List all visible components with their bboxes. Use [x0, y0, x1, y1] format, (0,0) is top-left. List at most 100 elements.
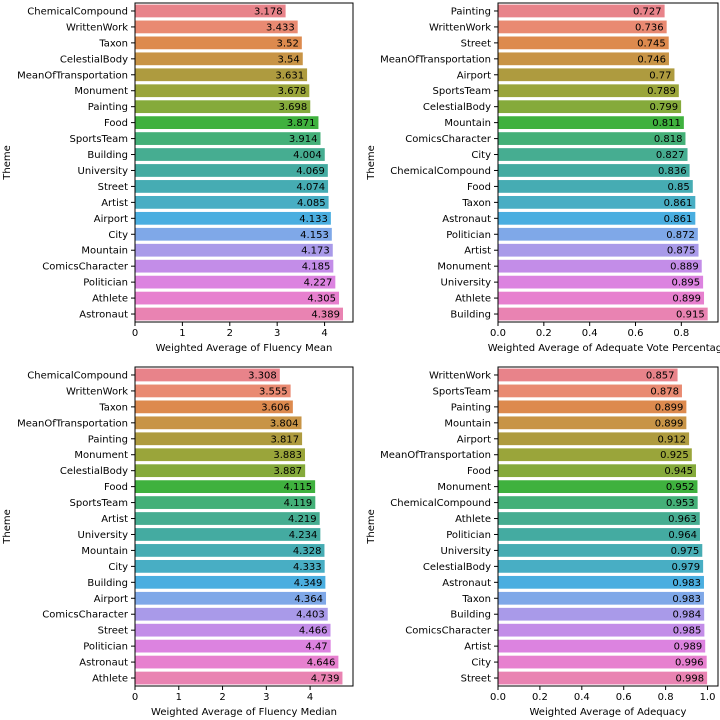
y-tick-label: University — [78, 166, 129, 177]
x-axis-title: Weighted Average of Fluency Median — [151, 707, 337, 718]
bar — [135, 20, 298, 34]
y-tick-label: University — [441, 546, 492, 557]
y-tick-label: Astronaut — [79, 310, 128, 321]
y-tick-label: Street — [461, 38, 491, 49]
x-tick-label: 1.0 — [700, 692, 716, 703]
y-tick-label: WrittenWork — [429, 22, 491, 33]
data-label: 0.963 — [668, 514, 697, 525]
y-tick-label: Painting — [451, 402, 491, 413]
bar — [498, 100, 682, 114]
y-tick-label: Taxon — [461, 198, 491, 209]
y-tick-label: Politician — [446, 230, 491, 241]
y-tick-label: Painting — [451, 6, 491, 17]
x-tick-label: 3 — [274, 328, 280, 339]
bar — [135, 512, 320, 525]
y-tick-label: Mountain — [444, 418, 491, 429]
x-tick-label: 2 — [219, 692, 225, 703]
y-axis-title: Theme — [2, 509, 13, 545]
chart-panel-2: 0.727 Painting 0.736 WrittenWork 0.745 Street… — [366, 2, 720, 354]
x-tick-label: 4 — [321, 328, 327, 339]
data-label: 4.085 — [297, 198, 326, 209]
y-tick-label: CelestialBody — [423, 102, 491, 113]
y-tick-label: CelestialBody — [60, 54, 128, 65]
data-label: 0.952 — [666, 482, 695, 493]
data-label: 0.818 — [654, 134, 683, 145]
bar — [498, 655, 707, 669]
bar — [498, 639, 706, 653]
y-tick-label: WrittenWork — [66, 22, 128, 33]
bar — [135, 496, 316, 509]
data-label: 0.736 — [635, 22, 664, 33]
bar — [498, 512, 700, 525]
y-tick-label: CelestialBody — [60, 466, 128, 477]
bar — [498, 148, 688, 161]
bar — [498, 20, 667, 34]
y-tick-label: Taxon — [98, 402, 128, 413]
y-tick-label: MeanOfTransportation — [17, 70, 128, 81]
x-tick-label: 0.4 — [574, 692, 590, 703]
data-label: 0.989 — [674, 642, 703, 653]
bar — [498, 432, 690, 446]
data-label: 0.895 — [671, 278, 700, 289]
data-label: 0.799 — [649, 102, 678, 113]
y-tick-label: Athlete — [455, 514, 491, 525]
y-tick-label: Airport — [94, 594, 128, 605]
data-label: 3.883 — [273, 450, 302, 461]
y-tick-label: Airport — [457, 70, 491, 81]
y-tick-label: ChemicalCompound — [27, 370, 128, 381]
x-axis-title: Weighted Average of Adequacy — [530, 707, 687, 718]
y-tick-label: ChemicalCompound — [27, 6, 128, 17]
data-label: 4.227 — [304, 278, 333, 289]
x-tick-label: 0.2 — [536, 328, 552, 339]
bar — [135, 655, 339, 669]
y-tick-label: City — [108, 230, 128, 241]
bar — [498, 416, 687, 430]
bar — [498, 607, 705, 621]
y-axis-title: Theme — [2, 145, 13, 181]
y-tick-label: ChemicalCompound — [390, 166, 491, 177]
data-label: 0.889 — [670, 262, 699, 273]
y-tick-label: City — [108, 562, 128, 573]
data-label: 0.912 — [657, 434, 686, 445]
y-tick-label: Monument — [74, 450, 128, 461]
x-tick-label: 0.0 — [490, 692, 506, 703]
y-tick-label: Mountain — [81, 546, 128, 557]
y-tick-label: Painting — [88, 434, 128, 445]
bar — [135, 227, 332, 241]
data-label: 0.899 — [655, 418, 684, 429]
bar — [498, 4, 665, 18]
y-tick-label: Building — [450, 310, 491, 321]
bar — [135, 432, 303, 446]
data-label: 3.52 — [277, 38, 299, 49]
data-label: 0.996 — [675, 658, 704, 669]
data-label: 3.804 — [270, 418, 299, 429]
y-tick-label: ComicsCharacter — [42, 610, 129, 621]
data-label: 0.975 — [671, 546, 700, 557]
bar — [498, 623, 705, 637]
bar — [498, 575, 704, 589]
data-label: 4.133 — [299, 214, 328, 225]
data-label: 0.746 — [637, 54, 666, 65]
data-label: 4.219 — [288, 514, 317, 525]
bar — [135, 211, 331, 225]
bar — [135, 36, 302, 50]
x-tick-label: 2 — [227, 328, 233, 339]
y-tick-label: Monument — [437, 262, 491, 273]
y-tick-label: Astronaut — [442, 214, 491, 225]
data-label: 0.836 — [658, 166, 687, 177]
bar — [135, 416, 302, 430]
axes-frame — [134, 2, 354, 323]
x-tick-label: 0 — [132, 692, 138, 703]
y-tick-label: Politician — [83, 278, 128, 289]
bar — [135, 180, 329, 193]
chart-panel-3: 3.308 ChemicalCompound 3.555 WrittenWork 3.6… — [2, 366, 354, 718]
data-label: 0.811 — [652, 118, 681, 129]
data-label: 4.074 — [296, 182, 325, 193]
y-tick-label: SportsTeam — [433, 86, 492, 97]
y-axis-title: Theme — [366, 145, 377, 181]
bar — [498, 259, 702, 273]
y-tick-label: Street — [461, 674, 491, 685]
bar — [135, 639, 331, 653]
bar — [135, 116, 319, 130]
